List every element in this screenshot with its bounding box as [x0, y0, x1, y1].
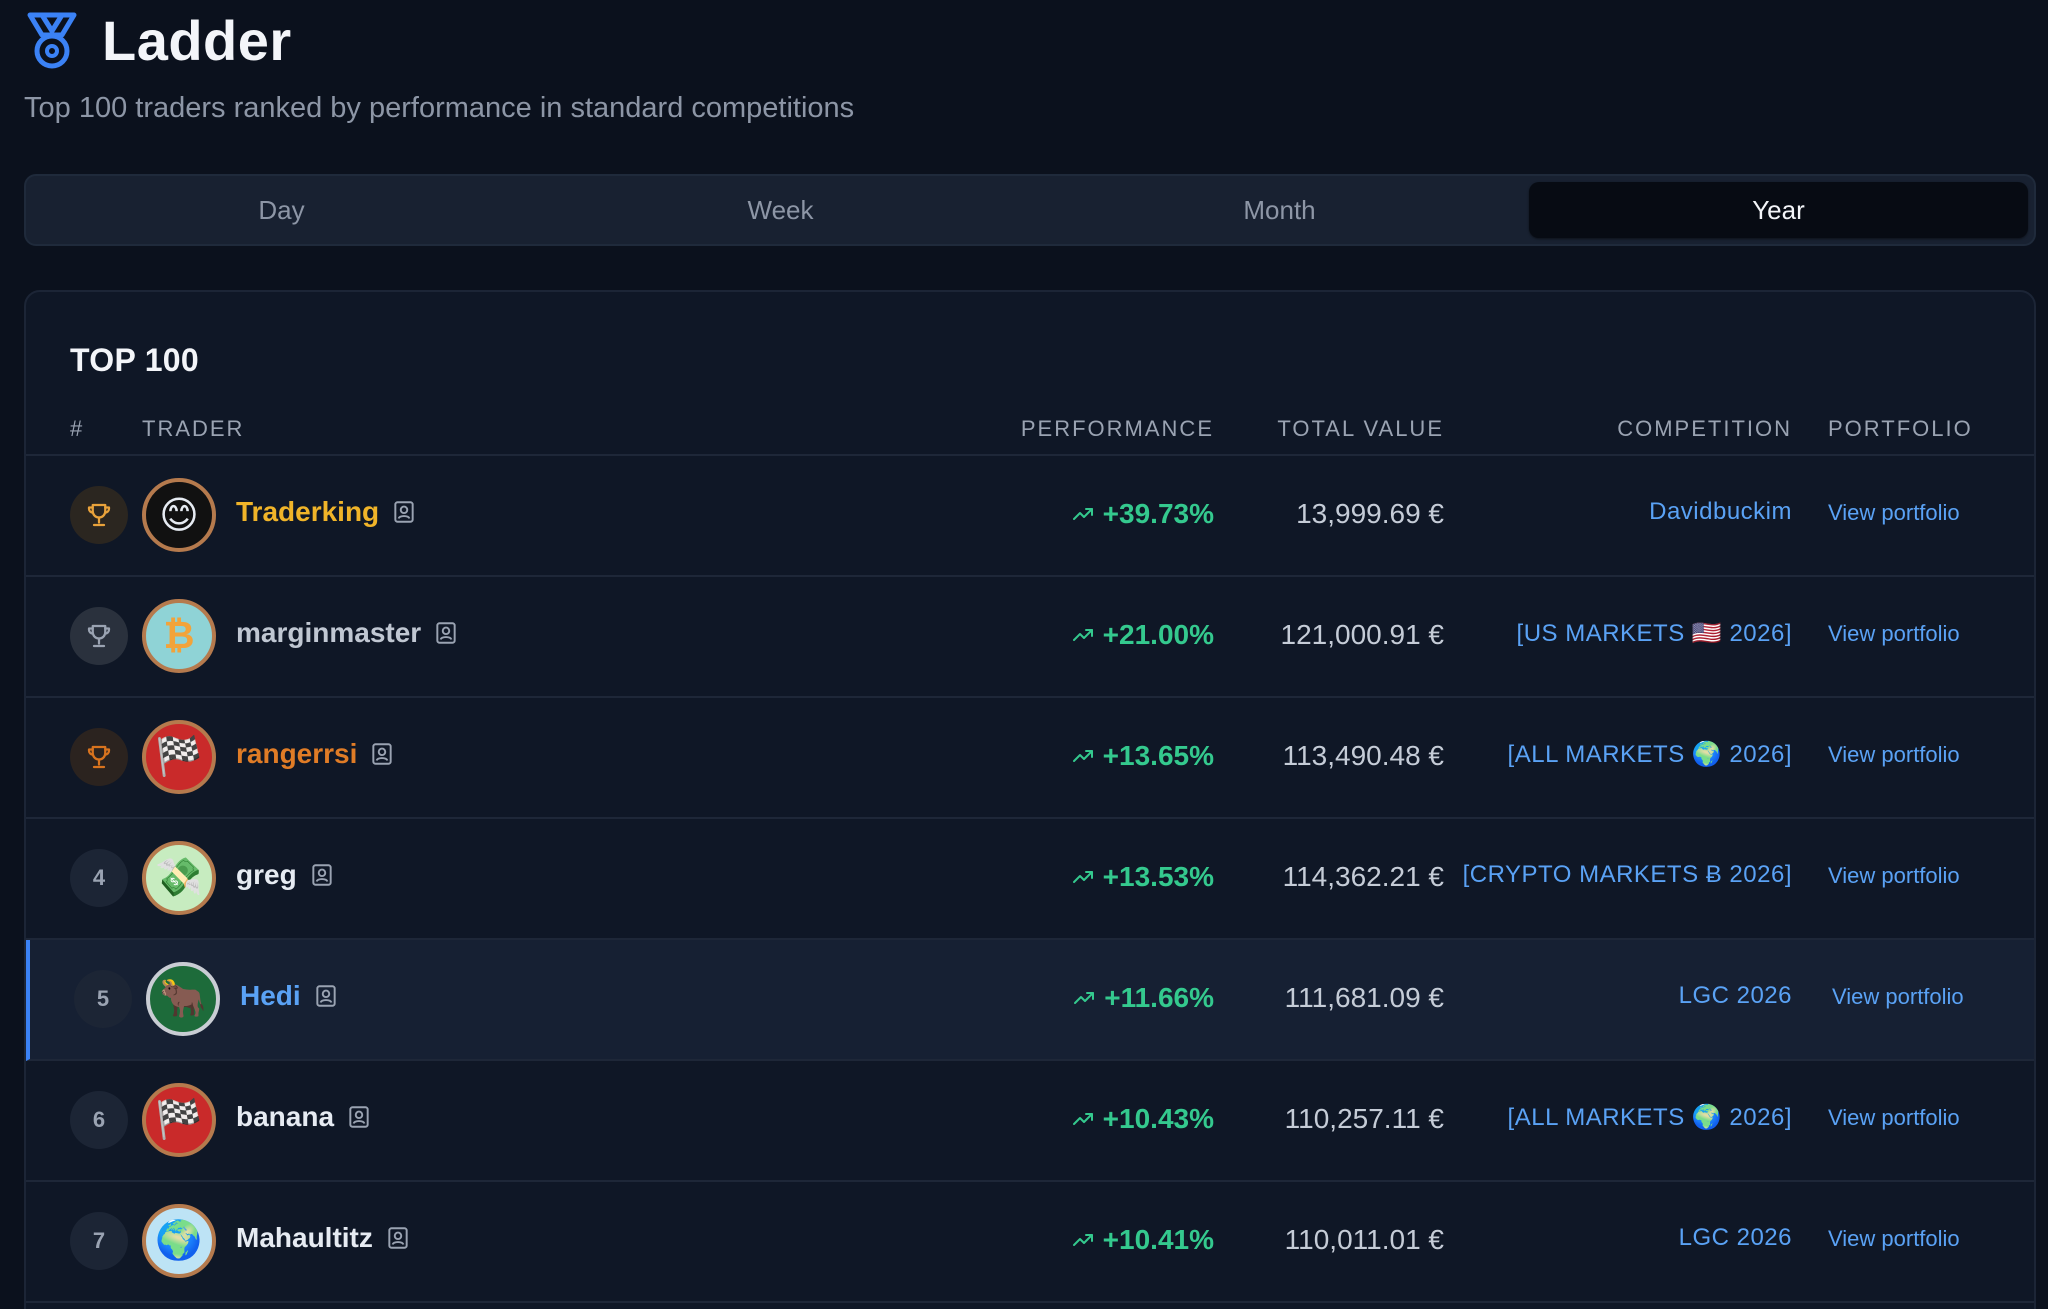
id-card-icon [312, 864, 332, 886]
trending-up-icon [1072, 629, 1093, 641]
competition-link[interactable]: [ALL MARKETS 🌍 2026] [1507, 1104, 1792, 1131]
smile-avatar: 😊 [142, 478, 216, 552]
checkered-flag-avatar: 🏁 [142, 720, 216, 794]
trader-name[interactable]: rangerrsi [236, 738, 395, 770]
tab-year[interactable]: Year [1529, 182, 2028, 238]
col-performance: PERFORMANCE [1020, 416, 1214, 441]
view-portfolio-link[interactable]: View portfolio [1828, 863, 1960, 888]
trending-up-icon [1072, 750, 1093, 762]
trophy-icon [70, 607, 128, 665]
id-card-icon [349, 1106, 369, 1128]
total-value: 111,681.09 € [1284, 982, 1444, 1013]
performance-value: +39.73% [1071, 498, 1214, 530]
earth-avatar: 🌍 [142, 1204, 216, 1278]
total-value: 121,000.91 € [1280, 619, 1445, 650]
tab-day[interactable]: Day [258, 194, 305, 225]
view-portfolio-link[interactable]: View portfolio [1828, 1226, 1960, 1251]
table-row-current-user: 5 🐂 Hedi +11.66% 111,681.09 € LGC 2026 V… [26, 940, 2034, 1061]
table-row: ₿ marginmaster +21.00% 121,000.91 € [US … [26, 577, 2034, 698]
leaderboard-card: TOP 100 # TRADER PERFORMANCE TOTAL VALUE… [24, 290, 2036, 1309]
performance-value: +11.66% [1072, 982, 1214, 1014]
id-card-icon [316, 985, 336, 1007]
performance-value: +13.53% [1071, 861, 1214, 893]
rank-badge: 4 [70, 849, 128, 907]
trending-up-icon [1072, 871, 1093, 883]
bull-avatar: 🐂 [146, 962, 220, 1036]
table-body: 😊 Traderking +39.73% 13,999.69 € Davidbu… [26, 456, 2034, 1303]
total-value: 114,362.21 € [1282, 861, 1444, 892]
competition-link[interactable]: LGC 2026 [1678, 1224, 1792, 1251]
competition-link[interactable]: LGC 2026 [1678, 982, 1792, 1009]
view-portfolio-link[interactable]: View portfolio [1828, 1105, 1960, 1130]
trophy-icon [70, 728, 128, 786]
rank-badge: 7 [70, 1212, 128, 1270]
id-card-icon [388, 1227, 408, 1249]
page-subtitle: Top 100 traders ranked by performance in… [24, 92, 855, 124]
page-title: Ladder [102, 9, 292, 72]
total-value: 110,011.01 € [1284, 1224, 1444, 1255]
table-row: 😊 Traderking +39.73% 13,999.69 € Davidbu… [26, 456, 2034, 577]
medal-icon [27, 12, 77, 68]
col-portfolio: PORTFOLIO [1828, 416, 1973, 441]
trader-name[interactable]: Traderking [236, 496, 417, 528]
view-portfolio-link[interactable]: View portfolio [1828, 500, 1960, 525]
id-card-icon [372, 743, 393, 765]
competition-link[interactable]: [ALL MARKETS 🌍 2026] [1507, 741, 1792, 768]
bitcoin-avatar: ₿ [142, 599, 216, 673]
performance-value: +13.65% [1071, 740, 1214, 772]
money-avatar: 💸 [142, 841, 216, 915]
trending-up-icon [1072, 1234, 1093, 1246]
competition-link[interactable]: [US MARKETS 🇺🇸 2026] [1516, 620, 1792, 647]
performance-value: +21.00% [1071, 619, 1214, 651]
rank-badge: 6 [70, 1091, 128, 1149]
trophy-icon [70, 486, 128, 544]
trader-name[interactable]: greg [236, 859, 335, 891]
table-row: 🏁 rangerrsi +13.65% 113,490.48 € [ALL MA… [26, 698, 2034, 819]
table-row: 6 🏁 banana +10.43% 110,257.11 € [ALL MAR… [26, 1061, 2034, 1182]
view-portfolio-link[interactable]: View portfolio [1828, 742, 1960, 767]
competition-link[interactable]: [CRYPTO MARKETS Ƀ 2026] [1462, 861, 1792, 888]
tab-week[interactable]: Week [747, 194, 814, 225]
view-portfolio-link[interactable]: View portfolio [1832, 984, 1964, 1009]
col-rank: # [70, 416, 85, 441]
trader-name[interactable]: banana [236, 1101, 372, 1133]
rank-badge: 5 [74, 970, 132, 1028]
period-tabs: Day Week Month Year [24, 174, 2036, 246]
page-header: Ladder [24, 8, 292, 73]
trending-up-icon [1072, 1113, 1093, 1125]
trending-up-icon [1072, 508, 1093, 520]
trader-name[interactable]: Mahaultitz [236, 1222, 411, 1254]
trader-name[interactable]: marginmaster [236, 617, 459, 649]
table-header: # TRADER PERFORMANCE TOTAL VALUE COMPETI… [26, 406, 2034, 456]
table-row: 7 🌍 Mahaultitz +10.41% 110,011.01 € LGC … [26, 1182, 2034, 1303]
checkered-flag-avatar: 🏁 [142, 1083, 216, 1157]
performance-value: +10.41% [1071, 1224, 1214, 1256]
trader-name[interactable]: Hedi [240, 980, 339, 1012]
table-row: 4 💸 greg +13.53% 114,362.21 € [CRYPTO MA… [26, 819, 2034, 940]
performance-value: +10.43% [1071, 1103, 1214, 1135]
id-card-icon [394, 501, 414, 523]
card-title: TOP 100 [70, 342, 200, 378]
view-portfolio-link[interactable]: View portfolio [1828, 621, 1960, 646]
competition-link[interactable]: Davidbuckim [1649, 498, 1792, 525]
col-total-value: TOTAL VALUE [1277, 416, 1444, 441]
total-value: 113,490.48 € [1282, 740, 1444, 771]
col-competition: COMPETITION [1617, 416, 1792, 441]
total-value: 110,257.11 € [1284, 1103, 1444, 1134]
trending-up-icon [1074, 992, 1095, 1004]
total-value: 13,999.69 € [1296, 498, 1444, 529]
id-card-icon [436, 622, 456, 644]
tab-month[interactable]: Month [1243, 194, 1316, 225]
col-trader: TRADER [142, 416, 245, 441]
